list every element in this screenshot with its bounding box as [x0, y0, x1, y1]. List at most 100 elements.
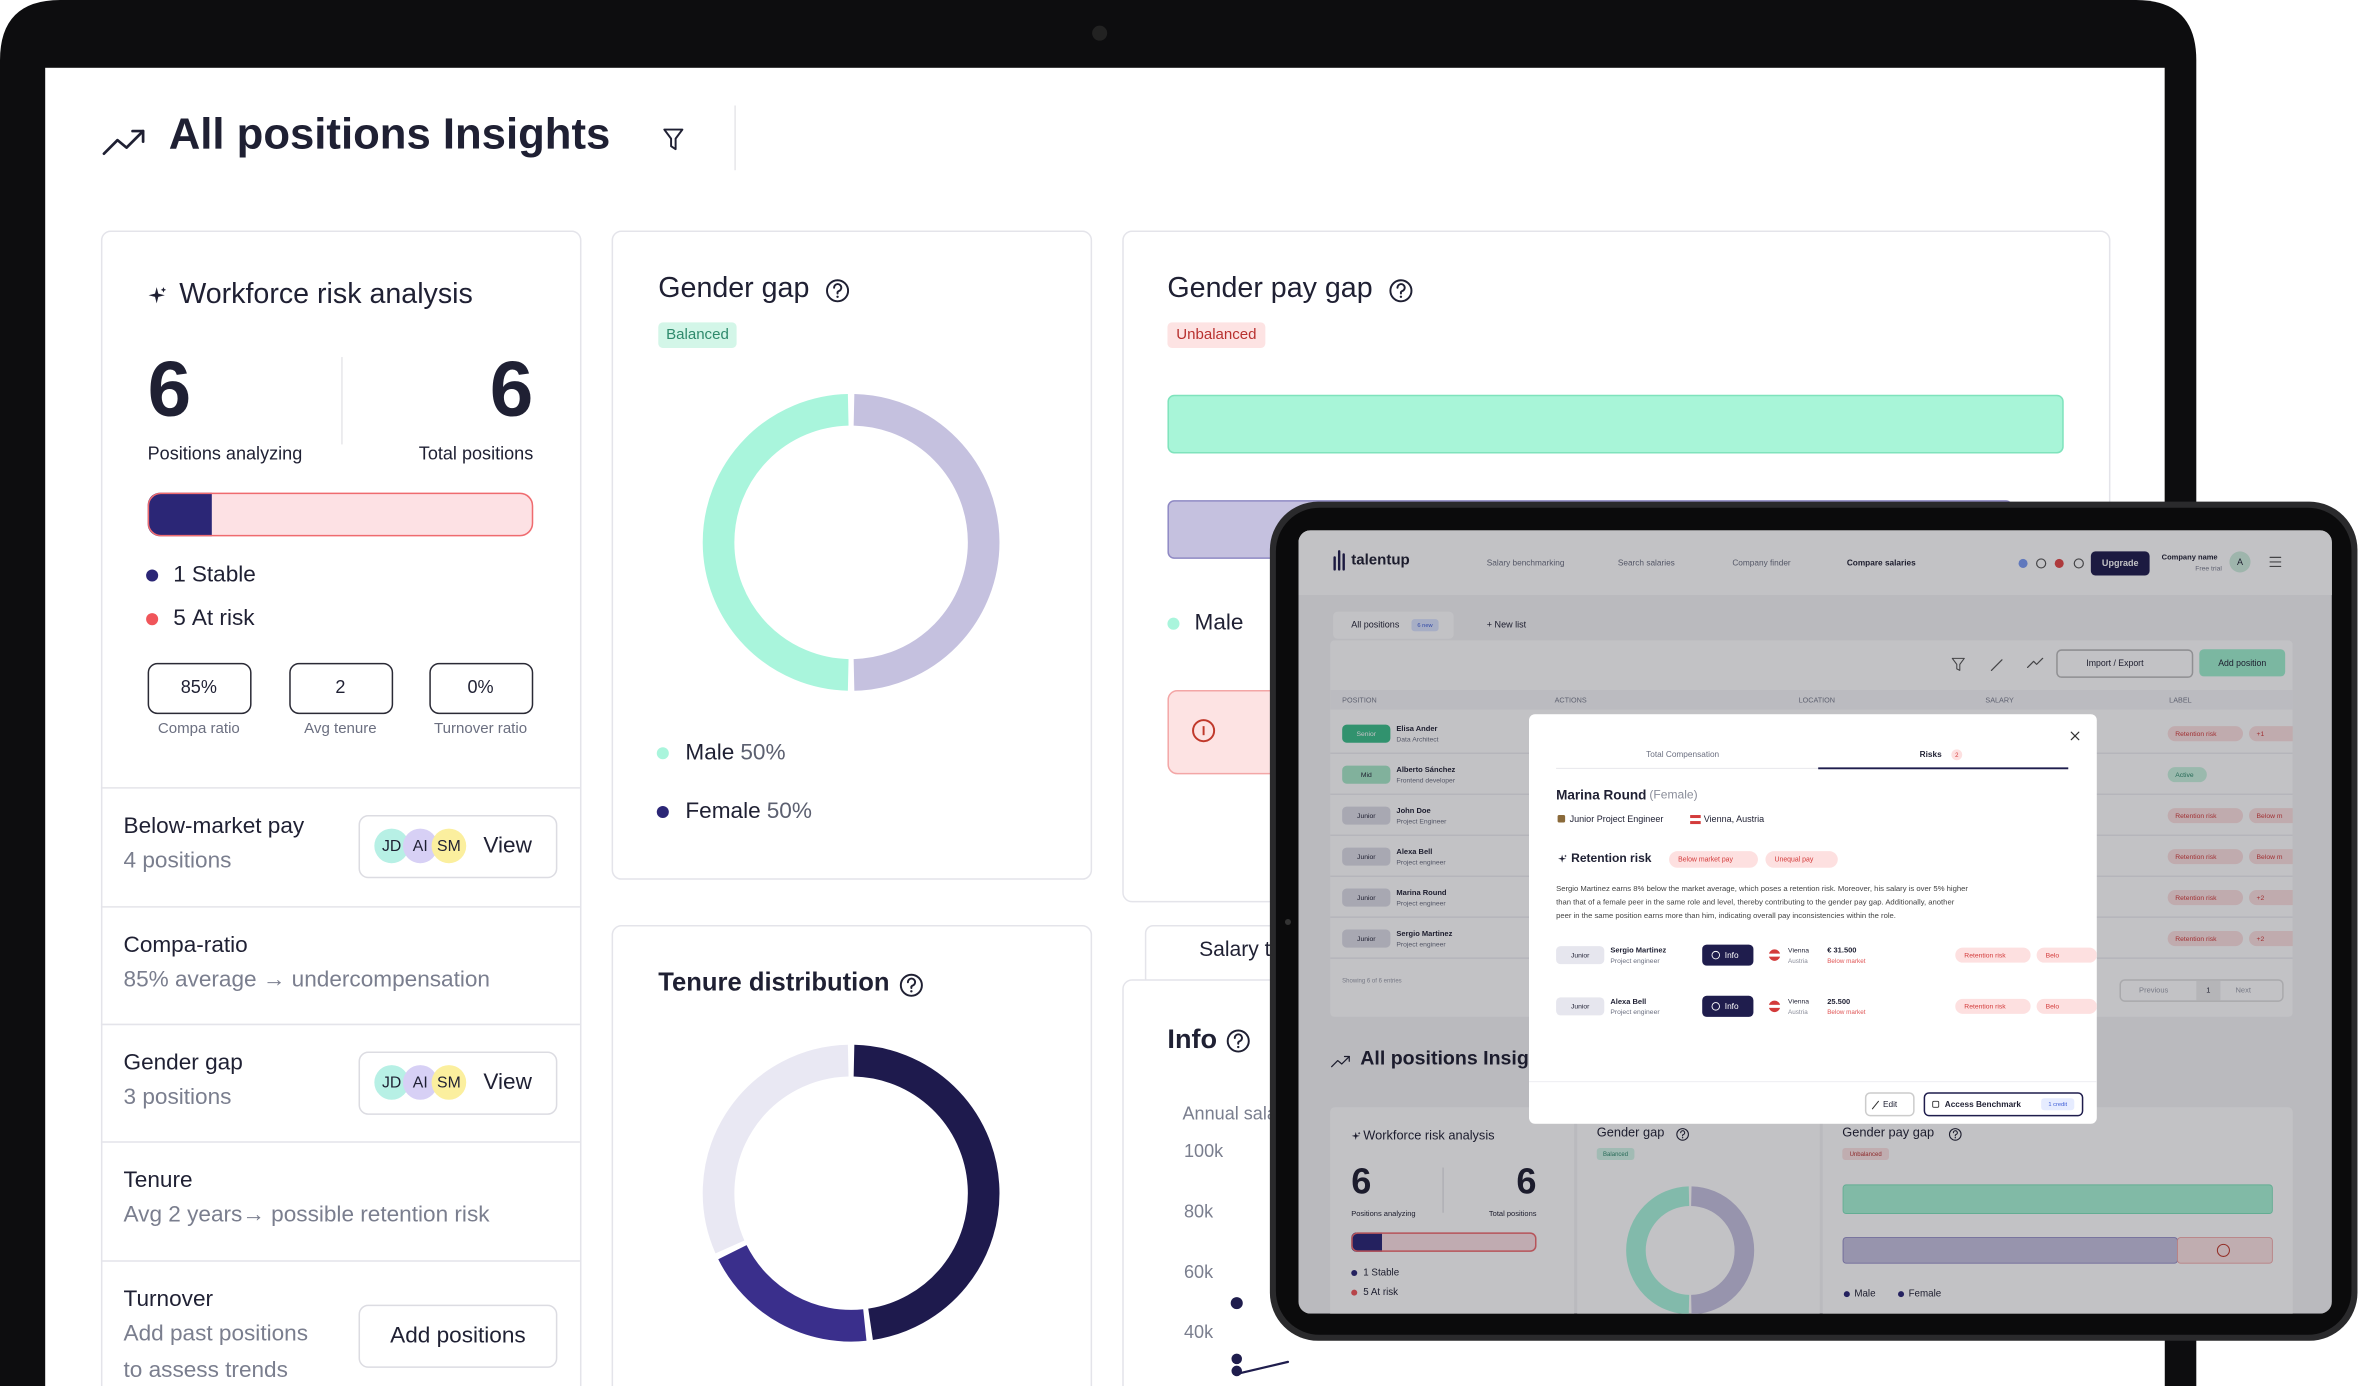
page-link[interactable]: 1: [2206, 986, 2210, 995]
level-label: Mid: [1361, 772, 1372, 779]
donut-segment: [1626, 1186, 1690, 1314]
menu-icon: [2269, 556, 2282, 568]
employee-role: Frontend developer: [1396, 777, 1455, 784]
tab-label[interactable]: + New list: [1487, 620, 1527, 630]
page-current: [2196, 980, 2221, 1001]
button-label[interactable]: Access Benchmark: [1945, 1100, 2022, 1109]
card-title: Gender gap: [1597, 1124, 1665, 1139]
tab-label[interactable]: All positions: [1351, 620, 1400, 630]
label-text: Retention risk: [2175, 936, 2217, 943]
employee-name: Sergio Martinez: [1396, 929, 1452, 938]
peer-name: Sergio Martinez: [1610, 946, 1666, 955]
camera: [1092, 25, 1108, 41]
help-dot: [1681, 1137, 1684, 1139]
insight-detail: Avg 2 years→ possible retention risk: [124, 1202, 491, 1227]
level-badge: [1342, 806, 1391, 825]
button-label[interactable]: Edit: [1883, 1100, 1898, 1109]
nav-link[interactable]: Search salaries: [1618, 559, 1675, 568]
sparkle-small: [1564, 854, 1567, 858]
status-count: 5: [173, 605, 186, 630]
edit-icon: [1871, 1100, 1879, 1110]
tab-label[interactable]: Total Compensation: [1646, 750, 1719, 759]
metric-value: 85%: [181, 677, 217, 697]
button[interactable]: [1864, 1092, 1915, 1117]
role-icon: [1557, 815, 1566, 823]
axis-tick-label: 100k: [1184, 1141, 1224, 1161]
sparkle-icon: [148, 287, 167, 304]
help-icon: [1226, 1029, 1250, 1053]
risk-tag-label: Unequal pay: [1775, 856, 1814, 863]
status-dot: [146, 569, 159, 582]
flag-stripe: [1768, 1004, 1781, 1008]
button-label[interactable]: Info: [1725, 1002, 1739, 1011]
button[interactable]: [2056, 649, 2194, 678]
tab[interactable]: [1333, 611, 1454, 639]
help-glyph: [906, 977, 917, 989]
tab-badge: [1951, 749, 1963, 761]
peer-note: Below market: [1827, 958, 1865, 965]
button-label[interactable]: Upgrade: [2102, 558, 2139, 568]
button[interactable]: [2090, 551, 2150, 576]
label-text: Below m: [2257, 854, 2283, 861]
help-circle: [826, 279, 850, 303]
info-icon: [1711, 950, 1720, 960]
label-tag: [2167, 767, 2207, 783]
peer-note: Below market: [1827, 1009, 1865, 1016]
risk-tag: [1765, 851, 1838, 868]
sparkle-icon: [1558, 854, 1567, 863]
tab-label[interactable]: Risks: [1920, 750, 1942, 759]
nav-link[interactable]: Compare salaries: [1847, 559, 1916, 568]
flag: [1690, 815, 1701, 819]
button[interactable]: [2199, 649, 2286, 677]
tab-label[interactable]: Salary t: [1199, 938, 1271, 961]
avatar-initials: AI: [413, 838, 428, 855]
icon: [2036, 558, 2047, 569]
filter-icon: [663, 128, 684, 151]
flag-stripe: [1768, 953, 1781, 957]
nav-link[interactable]: Salary benchmarking: [1487, 559, 1565, 568]
help-icon: [1676, 1128, 1689, 1141]
column-header: ACTIONS: [1555, 695, 1587, 704]
axis-tick-label: 80k: [1184, 1202, 1214, 1222]
button-label[interactable]: Import / Export: [2086, 658, 2144, 668]
level-label: Junior: [1357, 895, 1376, 902]
donut-segment: [853, 1044, 1000, 1340]
status-count: 1: [173, 561, 186, 586]
level-badge: [1556, 997, 1605, 1016]
alert-icon: [1192, 719, 1216, 743]
employee-role: Data Architect: [1396, 736, 1438, 743]
employee-role: Project engineer: [1396, 900, 1446, 907]
plan: Free trial: [2195, 565, 2222, 572]
help-glyph: [833, 283, 843, 295]
button[interactable]: [1702, 944, 1754, 966]
button-label[interactable]: Add positions: [390, 1322, 526, 1347]
avatar: [374, 1065, 409, 1100]
level-label: Senior: [1357, 731, 1377, 738]
section-title: All positions Insig: [1360, 1047, 1529, 1069]
button-label[interactable]: Info: [1725, 951, 1739, 960]
page-link[interactable]: Next: [2235, 986, 2251, 995]
employee-location: Vienna, Austria: [1704, 814, 1765, 824]
button-label[interactable]: View: [483, 833, 532, 858]
donut-segment: [702, 393, 849, 691]
logo-icon: [1333, 550, 1345, 571]
sparkle-small: [160, 287, 167, 293]
status-label: 5 At risk: [173, 605, 255, 630]
button[interactable]: [358, 1304, 558, 1368]
status-bar-outline: [147, 492, 534, 537]
modal-box: [1528, 714, 2097, 1124]
button-label[interactable]: Add position: [2218, 658, 2266, 668]
button-label[interactable]: View: [483, 1069, 532, 1094]
page-link[interactable]: Previous: [2139, 986, 2168, 995]
label-text: Retention risk: [1964, 1004, 2006, 1011]
column-header: LABEL: [2169, 695, 2191, 704]
donut-segment: [702, 1044, 849, 1254]
pay-bar: [1842, 1184, 2273, 1214]
nav-link[interactable]: Company finder: [1732, 559, 1791, 568]
label-tag: [2167, 726, 2243, 742]
button[interactable]: [1702, 995, 1754, 1017]
legend-label: Female 50%: [685, 798, 812, 823]
risk-tag: [1669, 851, 1758, 868]
label-tag: [2249, 808, 2293, 824]
